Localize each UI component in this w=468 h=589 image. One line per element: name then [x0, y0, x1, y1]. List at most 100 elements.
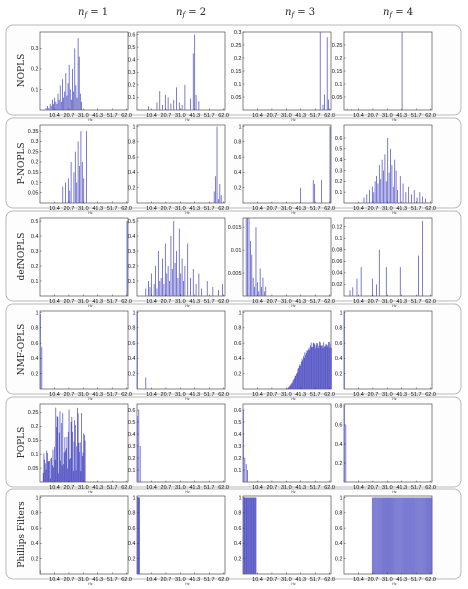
y-tick-label: 0.6: [335, 136, 343, 142]
bar: [427, 497, 429, 574]
bar: [51, 457, 52, 482]
y-tick-label: 0.06: [332, 259, 343, 265]
bar: [81, 101, 82, 110]
bar: [381, 159, 383, 203]
x-tick-label: 62.0: [425, 577, 436, 583]
panel: 0.1 0.2 0.3 0.4 0.5 0.6 10.4 20.7 31.0 41.3 51.7 62…: [335, 124, 436, 215]
x-tick-label: 51.7: [411, 206, 422, 212]
panel: 0.2 0.4 0.6 0.8 1 10.4 20.7 31.0 41.3 51.7 62.0 Hz: [335, 495, 436, 586]
y-tick-label: 0.6: [335, 341, 343, 347]
x-tick-label: 41.3: [396, 485, 407, 491]
y-tick-label: 0.2: [128, 456, 136, 462]
bar: [42, 472, 44, 482]
x-tick-label: 62.0: [121, 299, 132, 305]
bar: [399, 497, 401, 574]
bar: [164, 243, 166, 296]
y-tick-label: 0.1: [31, 452, 39, 458]
bar: [247, 497, 248, 574]
y-tick-label: 0.4: [234, 541, 242, 547]
column-header-4: nf = 4: [383, 7, 413, 19]
y-tick-label: 0.1: [335, 190, 343, 196]
x-tick-label: 62.0: [324, 485, 335, 491]
bar: [356, 278, 358, 296]
bar: [287, 388, 288, 389]
bar: [215, 176, 217, 203]
bar: [369, 190, 370, 203]
y-tick-label: 0.4: [335, 442, 343, 448]
column-header-value: = 4: [392, 7, 413, 18]
y-tick-label: 0.2: [31, 424, 39, 430]
x-tick-label: 31.0: [382, 577, 393, 583]
x-tick-label: 62.0: [425, 206, 436, 212]
bar: [45, 469, 47, 482]
bar: [392, 497, 394, 574]
bar: [291, 383, 292, 389]
bar: [344, 312, 345, 389]
bar: [317, 348, 319, 389]
bar: [145, 288, 147, 296]
y-tick-label: 0.015: [228, 225, 242, 231]
bar: [248, 218, 250, 296]
plot-frame: [343, 310, 433, 390]
x-tick-label: 51.7: [411, 485, 422, 491]
plot-frame: [39, 31, 129, 111]
x-tick-label: 41.3: [189, 299, 200, 305]
bar: [250, 497, 252, 574]
bar: [402, 497, 404, 574]
bar: [299, 364, 301, 389]
bar: [388, 172, 390, 203]
bar: [187, 243, 189, 296]
bar: [84, 435, 85, 482]
bar: [164, 94, 166, 110]
bar: [426, 497, 428, 574]
bar: [300, 187, 302, 203]
y-tick-label: 0.1: [234, 82, 242, 88]
x-tick-label: 20.7: [64, 392, 75, 398]
y-tick-label: 0.25: [231, 43, 242, 49]
y-tick-label: 0.4: [128, 170, 136, 176]
panel: 0.05 0.1 0.15 0.2 0.25 10.4 20.7 31.0 41.3 51.7 62…: [332, 31, 436, 122]
y-tick-label: 0.2: [128, 372, 136, 378]
y-tick-label: 0.2: [335, 56, 343, 62]
bar: [65, 182, 66, 203]
x-tick-label: 31.0: [175, 485, 186, 491]
bar: [252, 497, 253, 574]
bar: [63, 97, 64, 110]
bar: [251, 254, 253, 296]
y-tick-label: 0.2: [31, 264, 39, 270]
y-tick-label: 0.1: [335, 82, 343, 88]
bar: [77, 38, 79, 110]
bar: [293, 379, 295, 389]
y-tick-label: 0.6: [234, 155, 242, 161]
x-unit-label: Hz: [392, 211, 397, 215]
x-tick-label: 51.7: [107, 392, 118, 398]
column-header-subscript: f: [83, 11, 88, 19]
bar: [292, 380, 294, 389]
y-tick-label: 1: [339, 310, 342, 316]
bar: [79, 451, 80, 482]
y-tick-label: 0.6: [128, 526, 136, 532]
bar: [72, 431, 73, 482]
bar: [63, 464, 64, 482]
bar: [374, 181, 376, 203]
bar: [49, 478, 51, 482]
x-unit-label: Hz: [88, 211, 93, 215]
bar: [194, 34, 196, 110]
panel: 0.1 0.2 0.3 0.4 0.5 10.4 20.7 31.0 41.3 51.7 62.0 H…: [31, 217, 132, 308]
y-tick-label: 1: [238, 310, 241, 316]
bar: [66, 95, 68, 110]
bar: [316, 342, 318, 389]
y-tick-label: 0.5: [335, 147, 343, 153]
y-tick-label: 0.8: [335, 326, 343, 332]
bar: [372, 497, 374, 574]
bar: [54, 459, 56, 482]
bar: [371, 278, 373, 296]
x-tick-label: 20.7: [368, 485, 379, 491]
bar: [190, 278, 191, 296]
x-tick-label: 31.0: [78, 577, 89, 583]
bar: [62, 186, 64, 203]
bar: [366, 194, 368, 203]
bar: [63, 452, 65, 482]
x-tick-label: 62.0: [218, 392, 229, 398]
bar: [178, 228, 180, 296]
